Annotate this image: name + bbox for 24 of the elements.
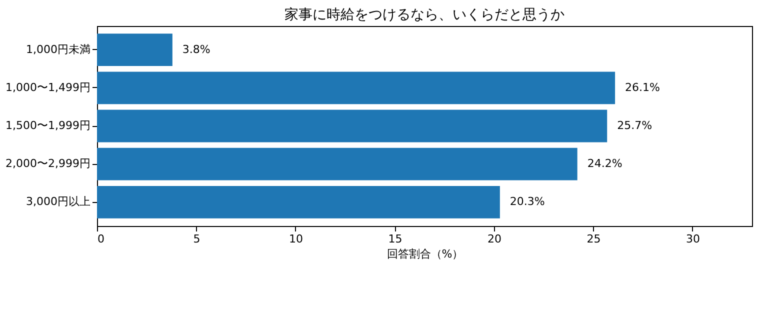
y-tick-label: 1,500〜1,999円 (6, 119, 90, 132)
bar (97, 72, 616, 104)
y-tick-label: 3,000円以上 (26, 195, 90, 208)
bar (97, 34, 172, 66)
data-label: 20.3% (510, 195, 545, 208)
bar (97, 148, 578, 180)
x-tick-label: 0 (98, 232, 104, 246)
data-label: 26.1% (625, 80, 660, 94)
x-tick-label: 15 (388, 232, 402, 246)
x-tick-label: 25 (586, 232, 601, 246)
x-axis-title: 回答割合（%） (386, 248, 464, 260)
y-tick-label: 2,000〜2,999円 (6, 157, 90, 170)
data-label: 3.8% (182, 42, 210, 56)
x-tick-label: 20 (487, 232, 502, 246)
x-tick-label: 10 (288, 232, 303, 246)
data-label: 25.7% (617, 119, 652, 132)
bar (97, 110, 608, 142)
x-tick-label: 5 (193, 232, 200, 246)
chart-title: 家事に時給をつけるなら、いくらだと思うか (284, 7, 564, 23)
data-label: 24.2% (587, 157, 622, 170)
y-tick-label: 1,000円未満 (26, 42, 90, 56)
y-tick-label: 1,000〜1,499円 (6, 80, 90, 94)
bar (97, 186, 500, 218)
x-tick-label: 30 (686, 232, 700, 246)
